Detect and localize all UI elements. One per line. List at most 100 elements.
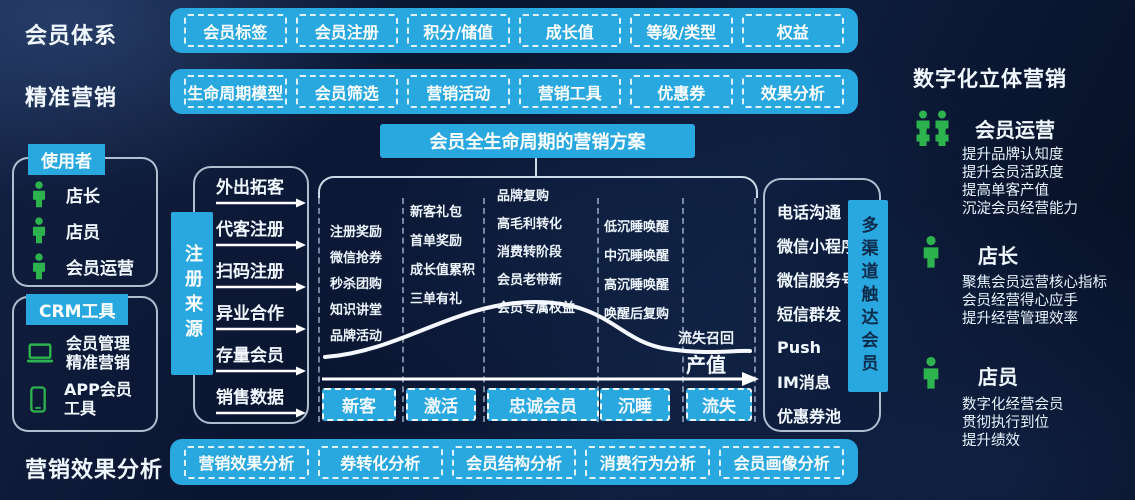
person-icon	[33, 181, 45, 208]
right-arrow-icon	[216, 366, 306, 376]
user-item-manager: 店长	[30, 180, 100, 209]
activity-item: 中沉睡唤醒	[604, 249, 670, 264]
stage-box-churn: 流失	[686, 388, 752, 421]
people-group-icon	[916, 110, 949, 146]
source-label: 外出拓客	[216, 178, 284, 198]
section-title-member-ops: 会员运营	[975, 118, 1055, 142]
chip-lifecycle-model: 生命周期模型	[184, 75, 287, 108]
user-item-label: 店员	[66, 223, 100, 243]
multichannel-box: 多渠道触达会员	[848, 200, 888, 392]
bullet-item: 提升品牌认知度	[962, 147, 1064, 163]
activity-item: 会员老带新	[497, 273, 563, 288]
chip-benefits: 权益	[741, 14, 844, 47]
source-item: 代客注册	[216, 215, 312, 250]
marketing-row-label: 精准营销	[25, 86, 118, 111]
analysis-chip-bar: 营销效果分析 券转化分析 会员结构分析 消费行为分析 会员画像分析	[170, 439, 858, 485]
crm-item-line2: 工具	[64, 399, 97, 418]
chip-marketing-campaign: 营销活动	[407, 75, 510, 108]
column-divider	[754, 198, 756, 422]
crm-panel-title: CRM工具	[26, 294, 129, 325]
activity-item: 品牌活动	[330, 329, 383, 344]
crm-item-line1: APP会员	[64, 380, 132, 399]
activity-item: 秒杀团购	[330, 277, 383, 292]
right-arrow-icon	[216, 282, 306, 292]
activity-item: 知识讲堂	[330, 303, 383, 318]
bullet-item: 提高单客产值	[962, 183, 1049, 199]
activity-item: 新客礼包	[410, 205, 463, 220]
activity-item: 高沉睡唤醒	[604, 278, 670, 293]
chip-effect-analysis: 效果分析	[741, 75, 844, 108]
channel-item: 优惠券池	[777, 407, 842, 426]
column-divider	[318, 198, 320, 422]
channel-item: 短信群发	[777, 305, 842, 324]
register-source-label: 注册来源	[182, 243, 203, 344]
person-icon	[33, 253, 45, 280]
activity-item: 唤醒后复购	[604, 307, 670, 322]
section-title-store-staff: 店员	[978, 365, 1018, 389]
stage-box-loyal: 忠诚会员	[487, 388, 599, 421]
stage-box-dormant: 沉睡	[600, 388, 670, 421]
bullet-item: 会员经营得心应手	[962, 293, 1078, 309]
bullet-item: 提升经营管理效率	[962, 311, 1078, 327]
person-icon	[33, 217, 45, 244]
channel-item: 微信小程序	[777, 237, 858, 256]
section-bullets-store-manager: 聚焦会员运营核心指标 会员经营得心应手 提升经营管理效率	[962, 274, 1107, 328]
crm-item-line1: 会员管理	[66, 334, 131, 353]
chart-top-bracket	[318, 176, 758, 198]
stage-box-activation: 激活	[406, 388, 476, 421]
bullet-item: 聚焦会员运营核心指标	[962, 275, 1107, 291]
source-label: 销售数据	[216, 388, 284, 408]
lifecycle-curve	[323, 299, 752, 359]
bullet-item: 提升会员活跃度	[962, 165, 1064, 181]
source-item: 存量会员	[216, 341, 312, 376]
chip-level-type: 等级/类型	[630, 14, 733, 47]
chip-coupon-conversion-analysis: 券转化分析	[317, 445, 443, 479]
chip-growth-value: 成长值	[518, 14, 621, 47]
chip-member-filter: 会员筛选	[295, 75, 398, 108]
membership-chip-bar: 会员标签 会员注册 积分/储值 成长值 等级/类型 权益	[170, 8, 858, 53]
person-icon	[923, 235, 939, 268]
source-label: 异业合作	[216, 304, 284, 324]
smartphone-icon	[30, 385, 46, 413]
value-axis-label: 产值	[686, 353, 726, 377]
marketing-chip-bar: 生命周期模型 会员筛选 营销活动 营销工具 优惠券 效果分析	[170, 69, 858, 114]
analysis-row-label: 营销效果分析	[25, 458, 164, 483]
stage-activities-dormant: 低沉睡唤醒 中沉睡唤醒 高沉睡唤醒 唤醒后复购	[604, 213, 669, 329]
bullet-item: 提升绩效	[962, 433, 1020, 449]
user-item-label: 会员运营	[66, 259, 134, 279]
bullet-item: 沉淀会员经营能力	[962, 201, 1078, 217]
activity-item: 品牌复购	[497, 189, 550, 204]
section-bullets-store-staff: 数字化经营会员 贯彻执行到位 提升绩效	[962, 396, 1064, 450]
digital-marketing-title: 数字化立体营销	[913, 67, 1067, 91]
bullet-item: 贯彻执行到位	[962, 415, 1049, 431]
stage-activities-activation: 新客礼包 首单奖励 成长值累积 三单有礼	[410, 198, 475, 314]
channel-item: 微信服务号	[777, 271, 858, 290]
right-arrow-icon	[216, 324, 306, 334]
membership-row-label: 会员体系	[25, 24, 118, 49]
column-divider	[597, 198, 599, 422]
column-divider	[682, 198, 684, 422]
chip-points-stored-value: 积分/储值	[407, 14, 510, 47]
activity-item: 首单奖励	[410, 234, 463, 249]
user-item-label: 店长	[66, 187, 100, 207]
lifecycle-banner: 会员全生命周期的营销方案	[380, 124, 695, 158]
chip-member-structure-analysis: 会员结构分析	[451, 445, 577, 479]
value-axis-arrow	[322, 372, 759, 386]
activity-item: 成长值累积	[410, 263, 476, 278]
activity-item: 三单有礼	[410, 292, 463, 307]
stage-activities-churn: 流失召回	[678, 328, 734, 348]
laptop-icon	[26, 342, 54, 363]
crm-item-label: 会员管理 精准营销	[66, 334, 130, 372]
user-item-member-ops: 会员运营	[30, 252, 134, 281]
multichannel-label: 多渠道触达会员	[857, 215, 878, 377]
source-label: 代客注册	[216, 220, 284, 240]
activity-item: 低沉睡唤醒	[604, 220, 670, 235]
source-item: 异业合作	[216, 299, 312, 334]
crm-item-line2: 精准营销	[66, 353, 131, 372]
person-icon	[923, 356, 939, 389]
crm-item-label: APP会员 工具	[64, 380, 132, 418]
chip-member-profile-analysis: 会员画像分析	[719, 445, 844, 479]
banner-connector-line	[535, 158, 537, 176]
right-arrow-icon	[216, 408, 306, 418]
chip-marketing-tools: 营销工具	[518, 75, 621, 108]
